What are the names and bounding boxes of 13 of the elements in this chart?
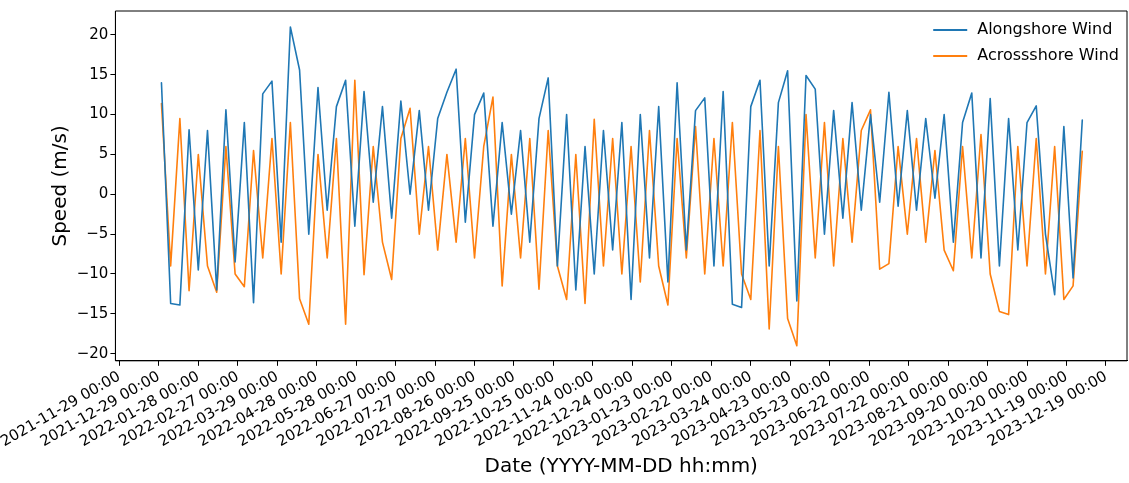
legend-label: Alongshore Wind	[977, 19, 1113, 39]
y-tick-label: 15	[89, 64, 109, 83]
y-tick-label: 20	[89, 24, 109, 43]
y-tick-label: −5	[86, 224, 109, 243]
y-tick-label: −20	[76, 343, 109, 362]
legend-label: Acrossshore Wind	[977, 45, 1119, 65]
y-axis-title: Speed (m/s)	[46, 125, 71, 247]
y-tick-label: −10	[76, 263, 109, 282]
x-axis-title: Date (YYYY-MM-DD hh:mm)	[484, 453, 758, 478]
y-tick-label: 0	[98, 184, 109, 203]
y-tick-label: 10	[89, 104, 109, 123]
y-tick-label: 5	[98, 144, 109, 163]
y-tick-label: −15	[76, 303, 109, 322]
